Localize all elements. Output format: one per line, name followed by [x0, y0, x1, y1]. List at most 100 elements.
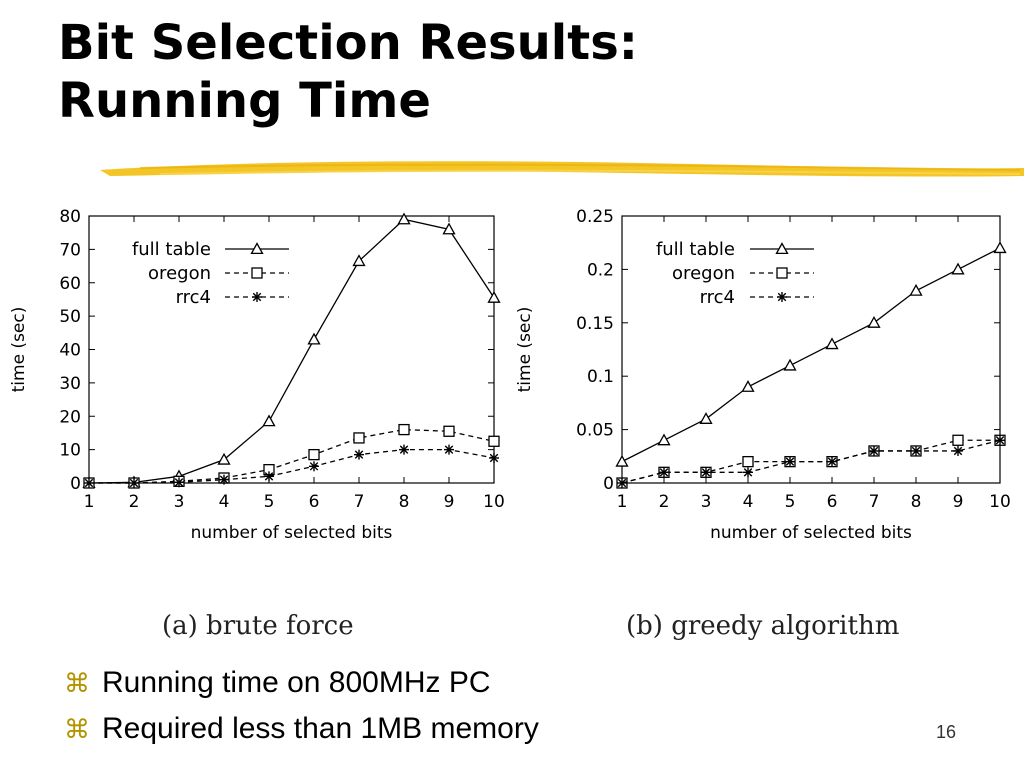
y-tick-label: 0.25	[576, 207, 614, 227]
rrc4-point	[354, 449, 364, 460]
bullet-text: Running time on 800MHz PC	[102, 666, 491, 699]
rrc4-point-stroke	[489, 453, 499, 463]
x-tick-label: 8	[911, 492, 922, 512]
y-axis-label: time (sec)	[515, 307, 535, 393]
legend-full-table-point	[250, 242, 264, 255]
rrc4-point	[911, 445, 921, 456]
rrc4-point	[264, 471, 274, 482]
legend: full table oregon rrc4	[132, 239, 289, 308]
oregon-point	[443, 425, 455, 437]
oregon-point	[742, 455, 754, 468]
oregon-point	[952, 434, 964, 446]
rrc4-point	[995, 435, 1005, 446]
rrc4-point-stroke	[743, 468, 753, 477]
slide-title: Bit Selection Results: Running Time	[58, 14, 638, 130]
full-table-point	[825, 337, 839, 350]
series-line-rrc4	[89, 448, 495, 484]
x-tick-label: 7	[869, 492, 880, 512]
rrc4-point	[659, 467, 669, 478]
full-table-point	[867, 315, 881, 328]
legend-oregon-point	[776, 267, 788, 279]
chart-brute-force-svg: 0 10 20 30 40 50 60 70 80 1 2 3 4 5 6 7 8 9 10 number of se…	[9, 207, 505, 543]
rrc4-point	[785, 456, 795, 467]
x-tick-label: 7	[354, 492, 365, 512]
full-table-point	[442, 222, 456, 235]
rrc4-point-stroke	[701, 468, 711, 477]
rrc4-point-stroke	[659, 468, 669, 477]
y-tick-label: 0.05	[576, 421, 614, 441]
series-line-full-table	[88, 218, 495, 484]
rrc4-point-stroke	[785, 457, 795, 466]
y-tick-label: 10	[59, 441, 81, 461]
full-table-point	[783, 358, 797, 371]
rrc4-point-stroke	[219, 475, 229, 484]
y-axis-label: time (sec)	[9, 307, 29, 393]
chart-greedy-algorithm: 0 0.05 0.1 0.15 0.2 0.25 1 2 3 4 5 6 7 8 9 10 number of …	[512, 195, 1024, 565]
bullet-list: ⌘ Running time on 800MHz PC ⌘ Required les…	[64, 660, 539, 752]
oregon-point	[308, 448, 320, 461]
series-oregon	[83, 423, 500, 489]
rrc4-point	[701, 467, 711, 478]
rrc4-point	[743, 467, 753, 478]
rrc4-point	[84, 478, 94, 488]
full-table-point	[909, 283, 923, 296]
x-tick-label: 10	[989, 492, 1011, 512]
legend-label-full-table: full table	[656, 239, 735, 260]
x-axis-label: number of selected bits	[710, 523, 912, 543]
legend-full-table-point	[775, 242, 789, 255]
oregon-point	[353, 432, 365, 444]
chart-caption-greedy-algorithm: (b) greedy algorithm	[626, 611, 900, 641]
rrc4-point-stroke	[827, 457, 837, 466]
rrc4-point-stroke	[953, 446, 963, 456]
y-tick-label: 0	[70, 474, 81, 494]
series-line-rrc4	[621, 439, 1001, 484]
full-table-point	[352, 254, 366, 267]
full-table-point	[951, 262, 965, 275]
rrc4-point	[444, 444, 454, 455]
full-table-point	[741, 380, 755, 392]
legend-label-oregon: oregon	[672, 263, 735, 284]
y-tick-label: 50	[59, 307, 81, 327]
x-tick-label: 6	[309, 492, 320, 512]
y-tick-label: 0.1	[587, 367, 614, 387]
x-tick-label: 5	[264, 492, 275, 512]
full-table-point	[307, 332, 321, 345]
rrc4-point-stroke	[911, 446, 921, 456]
rrc4-point-stroke	[129, 478, 139, 488]
legend-label-rrc4: rrc4	[700, 287, 735, 308]
chart-brute-force: 0 10 20 30 40 50 60 70 80 1 2 3 4 5 6 7 8 9 10 number of se…	[0, 195, 512, 565]
rrc4-point	[129, 478, 139, 488]
legend-rrc4-point	[252, 292, 262, 302]
slide-title-line-1: Bit Selection Results:	[58, 15, 638, 71]
rrc4-point-stroke	[399, 445, 409, 454]
plot-frame	[621, 215, 1001, 484]
command-key-icon: ⌘	[64, 668, 90, 698]
rrc4-point	[869, 445, 879, 456]
x-tick-label: 8	[399, 492, 410, 512]
legend-oregon-point	[251, 267, 263, 279]
legend-rrc4-point	[777, 292, 787, 302]
rrc4-point	[827, 456, 837, 467]
y-tick-label: 0.15	[576, 314, 614, 334]
command-key-icon: ⌘	[64, 714, 90, 744]
rrc4-point	[953, 445, 963, 456]
chart-greedy-algorithm-svg: 0 0.05 0.1 0.15 0.2 0.25 1 2 3 4 5 6 7 8 9 10 number of …	[515, 207, 1011, 543]
rrc4-point-stroke	[309, 462, 319, 471]
x-tick-label: 4	[219, 492, 230, 512]
bullet-text: Required less than 1MB memory	[102, 712, 539, 745]
x-tick-label: 10	[483, 492, 505, 512]
series-line-oregon	[89, 428, 495, 484]
x-tick-label: 9	[953, 492, 964, 512]
chart-caption-brute-force: (a) brute force	[162, 611, 354, 641]
rrc4-point	[174, 477, 184, 488]
y-tick-label: 30	[59, 374, 81, 394]
series-full-table	[615, 241, 1007, 467]
y-tick-label: 70	[59, 240, 81, 260]
rrc4-point-stroke	[617, 478, 627, 488]
x-tick-label: 1	[617, 492, 628, 512]
rrc4-point-stroke	[174, 478, 184, 487]
x-tick-label: 3	[701, 492, 712, 512]
rrc4-point-stroke	[869, 446, 879, 456]
x-axis-label: number of selected bits	[191, 523, 393, 543]
x-tick-label: 1	[84, 492, 95, 512]
